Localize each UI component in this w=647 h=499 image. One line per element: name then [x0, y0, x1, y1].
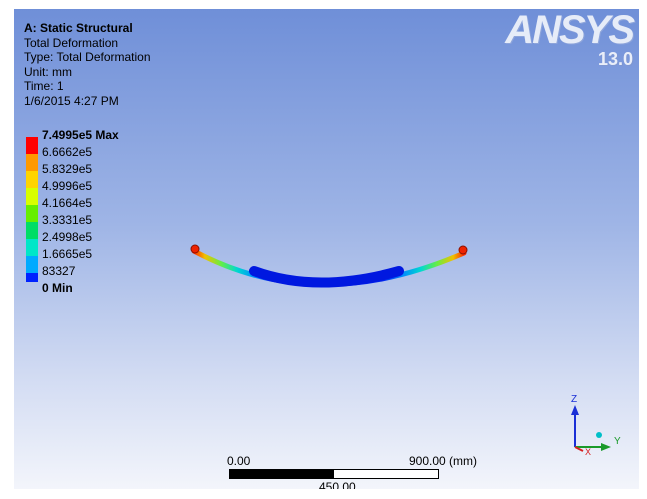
deformed-spring-model[interactable] [14, 9, 639, 489]
legend-value: 83327 [42, 264, 76, 278]
legend-swatch [26, 222, 38, 239]
spring-leaf-center [249, 266, 404, 288]
axis-triad[interactable]: Z Y X [561, 393, 621, 463]
info-line-type: Type: Total Deformation [24, 50, 151, 64]
legend-min-label: 0 Min [42, 281, 73, 295]
scale-bar-light [333, 469, 439, 479]
legend-value: 5.8329e5 [42, 162, 93, 176]
legend-value: 3.3331e5 [42, 213, 93, 227]
logo-version: 13.0 [597, 49, 633, 69]
scale-bar: 0.00 900.00 (mm) 450.00 [227, 454, 487, 489]
graphics-viewport[interactable]: A: Static Structural Total Deformation T… [14, 9, 639, 489]
info-line-result: Total Deformation [24, 35, 119, 50]
x-axis-line [574, 446, 584, 452]
spring-eye-right [458, 245, 468, 255]
legend-swatch [26, 273, 38, 282]
legend-swatch [26, 188, 38, 205]
analysis-title: A: Static Structural [24, 21, 133, 35]
legend-swatch [26, 205, 38, 222]
legend-swatch [26, 171, 38, 188]
info-line-date: 1/6/2015 4:27 PM [24, 93, 119, 108]
legend-value: 4.9996e5 [42, 179, 93, 193]
y-axis-label: Y [614, 436, 621, 447]
legend-swatch [26, 137, 38, 154]
z-axis-label: Z [571, 394, 577, 405]
spring-eye-left [190, 244, 200, 254]
scale-left-label: 0.00 [227, 454, 251, 468]
legend-swatch [26, 239, 38, 256]
legend-value: 4.1664e5 [42, 196, 93, 210]
triad-iso-ball [596, 432, 602, 438]
legend-swatch [26, 154, 38, 171]
info-line-unit: Unit: mm [24, 64, 72, 79]
scale-mid-label: 450.00 [319, 480, 356, 489]
legend-swatch [26, 256, 38, 273]
legend-value: 2.4998e5 [42, 230, 93, 244]
scale-bar-dark [229, 469, 335, 479]
info-line-time: Time: 1 [24, 79, 64, 93]
logo-word: ANSYS [505, 9, 635, 52]
x-axis-label: X [585, 447, 591, 457]
legend-max-label: 7.4995e5 Max [42, 128, 119, 142]
y-axis-arrow [601, 443, 611, 451]
legend-value: 6.6662e5 [42, 145, 93, 159]
ansys-logo: ANSYS 13.0 [505, 9, 635, 69]
result-info: A: Static Structural Total Deformation T… [24, 21, 151, 108]
z-axis-arrow [571, 405, 579, 415]
legend-value: 1.6665e5 [42, 247, 93, 261]
scale-right-label: 900.00 (mm) [409, 454, 478, 468]
